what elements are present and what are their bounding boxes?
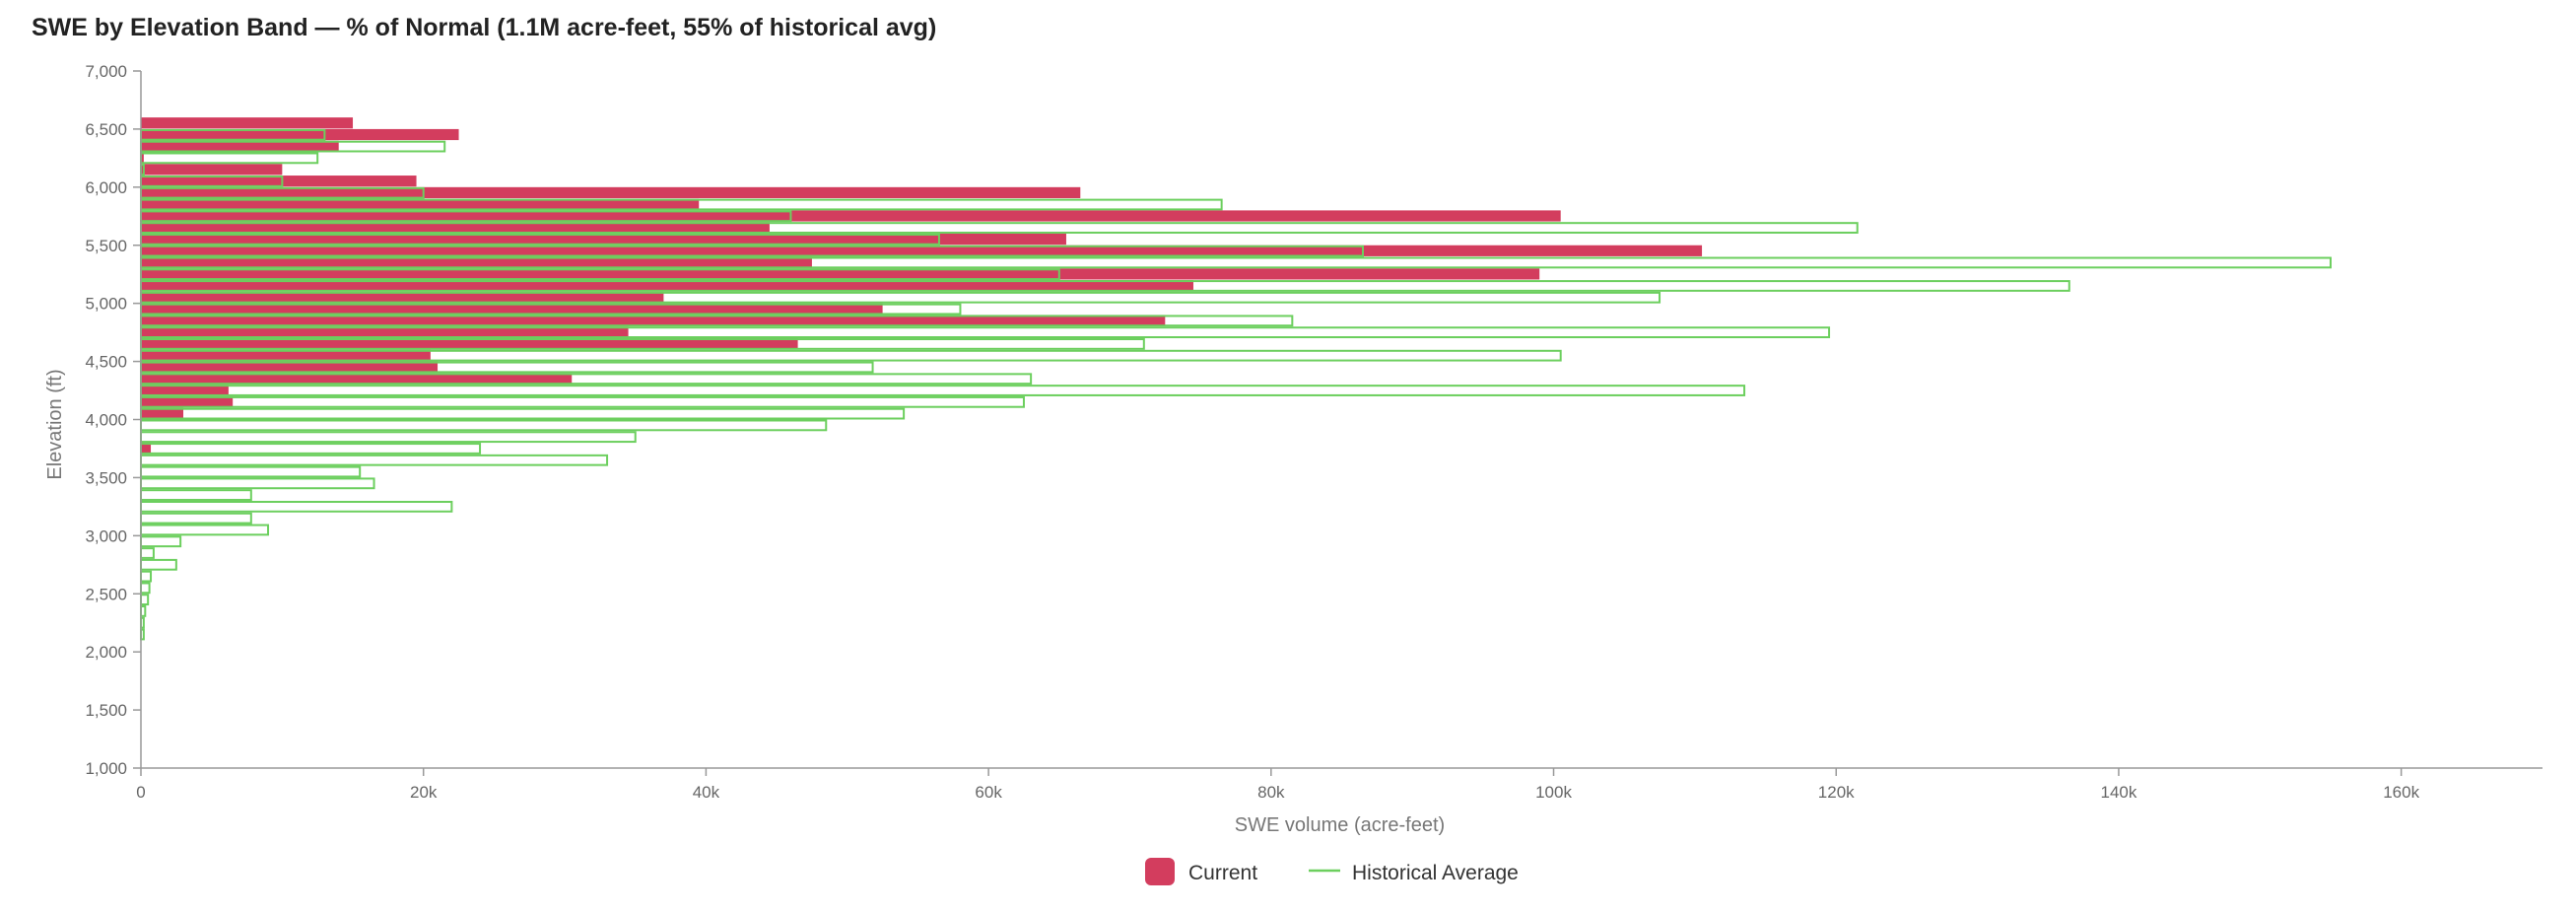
- bar-current[interactable]: [141, 222, 770, 234]
- axes: 1,000 1,500 2,000 2,500 3,000 3,500 4,000 4,500…: [85, 62, 2542, 802]
- bar-historical[interactable]: [140, 558, 177, 571]
- y-tick-label: 5,000: [85, 295, 127, 314]
- bar-current[interactable]: [141, 233, 1066, 246]
- x-tick-label: 20k: [410, 783, 438, 802]
- bar-historical[interactable]: [140, 512, 252, 525]
- bar-current[interactable]: [141, 164, 283, 176]
- current-series: [141, 117, 1703, 455]
- y-tick-label: 6,500: [85, 120, 127, 139]
- y-tick-label: 4,000: [85, 411, 127, 430]
- bar-historical[interactable]: [140, 385, 1746, 396]
- bar-current[interactable]: [141, 291, 664, 304]
- y-tick-label: 1,000: [85, 759, 127, 778]
- y-tick-label: 7,000: [85, 62, 127, 81]
- bar-current[interactable]: [141, 385, 229, 396]
- y-tick-label: 4,500: [85, 353, 127, 372]
- y-tick-label: 5,500: [85, 237, 127, 255]
- bar-historical[interactable]: [140, 443, 482, 455]
- bar-historical[interactable]: [140, 500, 453, 513]
- y-tick-label: 1,500: [85, 701, 127, 720]
- bar-current[interactable]: [141, 186, 1081, 199]
- y-tick-label: 2,000: [85, 643, 127, 662]
- bar-current[interactable]: [141, 117, 354, 129]
- bar-historical[interactable]: [140, 524, 270, 536]
- bar-historical[interactable]: [140, 570, 153, 583]
- bar-current[interactable]: [141, 303, 883, 315]
- bar-current[interactable]: [141, 198, 700, 210]
- bar-historical[interactable]: [140, 535, 182, 548]
- legend-historical-label[interactable]: Historical Average: [1352, 862, 1519, 884]
- bar-current[interactable]: [141, 140, 339, 152]
- x-tick-label: 80k: [1257, 783, 1285, 802]
- bar-current[interactable]: [141, 361, 439, 373]
- bar-current[interactable]: [141, 176, 417, 187]
- bar-current[interactable]: [141, 326, 629, 338]
- legend-current-swatch[interactable]: [1145, 858, 1175, 885]
- bar-historical[interactable]: [140, 477, 375, 490]
- bar-historical[interactable]: [140, 152, 319, 165]
- legend: Current Historical Average: [1145, 858, 1519, 885]
- bar-current[interactable]: [141, 245, 1703, 256]
- bar-historical[interactable]: [140, 419, 828, 432]
- x-tick-label: 100k: [1535, 783, 1572, 802]
- bar-current[interactable]: [141, 256, 812, 268]
- bar-historical[interactable]: [140, 547, 155, 559]
- x-tick-label: 0: [136, 783, 145, 802]
- bar-current[interactable]: [141, 338, 798, 350]
- y-tick-label: 3,000: [85, 527, 127, 545]
- bar-historical[interactable]: [140, 431, 637, 444]
- legend-current-label[interactable]: Current: [1188, 862, 1257, 884]
- bar-current[interactable]: [141, 373, 573, 385]
- y-tick-label: 6,000: [85, 178, 127, 197]
- bar-historical[interactable]: [140, 395, 1025, 408]
- bar-current[interactable]: [141, 315, 1166, 326]
- bar-current[interactable]: [141, 152, 144, 164]
- bar-historical[interactable]: [140, 582, 151, 595]
- bar-current[interactable]: [141, 395, 234, 408]
- x-tick-label: 120k: [1818, 783, 1855, 802]
- chart-title: SWE by Elevation Band — % of Normal (1.1…: [32, 14, 937, 41]
- y-tick-label: 2,500: [85, 585, 127, 603]
- bar-historical[interactable]: [140, 489, 252, 501]
- x-tick-label: 160k: [2383, 783, 2419, 802]
- bar-historical[interactable]: [140, 407, 906, 420]
- bar-current[interactable]: [141, 349, 431, 361]
- bar-current[interactable]: [141, 128, 459, 141]
- y-axis-title: Elevation (ft): [44, 369, 66, 479]
- bar-current[interactable]: [141, 280, 1193, 292]
- bar-historical[interactable]: [140, 454, 609, 466]
- y-tick-label: 3,500: [85, 468, 127, 487]
- x-axis-title: SWE volume (acre-feet): [1235, 814, 1445, 836]
- x-tick-label: 60k: [975, 783, 1002, 802]
- bar-current[interactable]: [141, 210, 1561, 222]
- bar-current[interactable]: [141, 268, 1540, 280]
- bar-current[interactable]: [141, 443, 152, 455]
- x-tick-label: 40k: [693, 783, 720, 802]
- x-tick-label: 140k: [2101, 783, 2137, 802]
- bar-historical[interactable]: [140, 465, 362, 478]
- bar-current[interactable]: [141, 407, 184, 419]
- bar-historical[interactable]: [140, 594, 150, 606]
